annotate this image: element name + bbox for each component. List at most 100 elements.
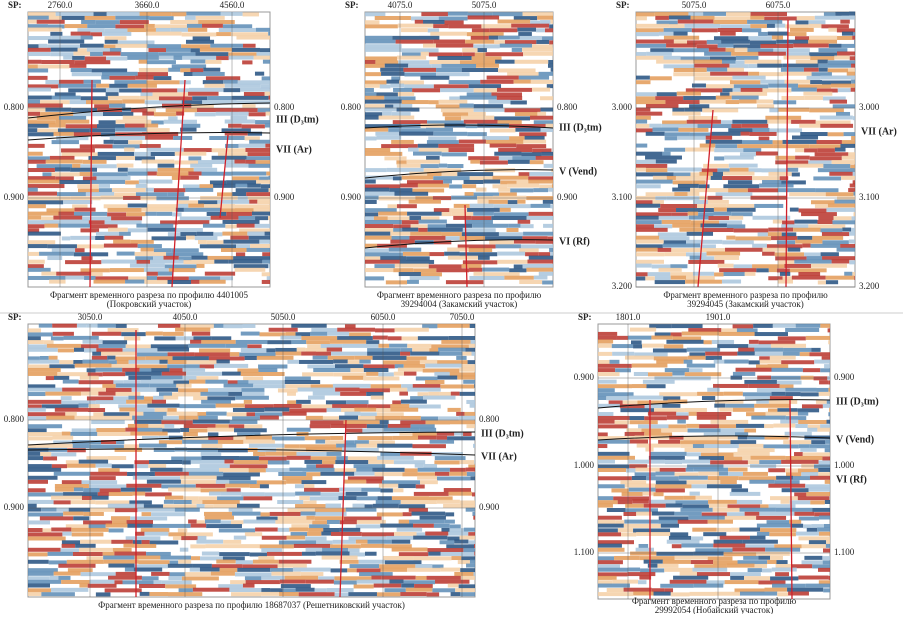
seismic-trace <box>74 252 108 256</box>
seismic-trace <box>168 564 193 568</box>
seismic-trace <box>510 188 533 192</box>
seismic-trace <box>752 244 767 248</box>
seismic-trace <box>515 112 537 116</box>
seismic-trace <box>820 324 830 328</box>
seismic-trace <box>46 376 54 380</box>
seismic-trace <box>386 280 407 284</box>
seismic-trace <box>86 324 97 328</box>
seismic-trace <box>465 220 493 224</box>
seismic-trace <box>155 408 168 412</box>
seismic-trace <box>749 64 757 68</box>
seismic-trace <box>325 504 341 508</box>
seismic-trace <box>232 192 246 196</box>
seismic-trace <box>234 428 267 432</box>
seismic-trace <box>655 276 671 280</box>
seismic-trace <box>497 96 522 100</box>
seismic-trace <box>365 44 402 48</box>
seismic-trace <box>40 452 51 456</box>
seismic-trace <box>435 580 469 584</box>
seismic-trace <box>63 56 72 60</box>
seismic-trace <box>394 372 404 376</box>
seismic-trace <box>778 188 815 192</box>
seismic-trace <box>71 500 96 504</box>
seismic-trace <box>737 448 774 452</box>
seismic-trace <box>519 76 549 80</box>
seismic-trace <box>410 396 423 400</box>
seismic-trace <box>704 340 712 344</box>
seismic-trace <box>676 412 688 416</box>
seismic-trace <box>107 212 126 216</box>
seismic-trace <box>772 568 797 572</box>
seismic-trace <box>71 196 101 200</box>
seismic-trace <box>28 360 59 364</box>
seismic-trace <box>802 404 823 408</box>
seismic-trace <box>750 40 776 44</box>
seismic-trace <box>236 340 268 344</box>
seismic-trace <box>147 204 178 208</box>
seismic-trace <box>644 504 666 508</box>
seismic-trace <box>201 392 229 396</box>
seismic-trace <box>739 100 757 104</box>
seismic-section <box>28 12 270 287</box>
seismic-trace <box>820 424 830 428</box>
seismic-trace <box>146 332 163 336</box>
seismic-trace <box>28 340 44 344</box>
seismic-trace <box>658 520 677 524</box>
seismic-trace <box>657 92 677 96</box>
seismic-trace <box>737 352 754 356</box>
seismic-trace <box>498 68 535 72</box>
seismic-trace <box>63 200 92 204</box>
seismic-trace <box>123 348 158 352</box>
seismic-trace <box>434 372 449 376</box>
seismic-trace <box>346 492 368 496</box>
seismic-trace <box>221 12 243 16</box>
seismic-trace <box>735 236 771 240</box>
seismic-trace <box>238 380 249 384</box>
seismic-trace <box>163 396 178 400</box>
seismic-trace <box>338 496 356 500</box>
seismic-trace <box>685 448 719 452</box>
seismic-trace <box>310 420 343 424</box>
seismic-trace <box>800 352 810 356</box>
seismic-trace <box>190 568 200 572</box>
seismic-trace <box>244 424 262 428</box>
seismic-trace <box>28 264 44 268</box>
seismic-trace <box>373 356 407 360</box>
seismic-trace <box>446 280 483 284</box>
seismic-trace <box>188 156 201 160</box>
seismic-trace <box>365 84 380 88</box>
seismic-trace <box>669 536 691 540</box>
seismic-trace <box>92 332 121 336</box>
seismic-trace <box>539 72 553 76</box>
seismic-trace <box>389 580 403 584</box>
sp-tick-label: 7050.0 <box>450 312 475 322</box>
seismic-trace <box>104 204 128 208</box>
seismic-trace <box>259 456 287 460</box>
seismic-trace <box>101 352 137 356</box>
seismic-trace <box>732 76 765 80</box>
seismic-trace <box>497 260 527 264</box>
seismic-trace <box>801 472 818 476</box>
seismic-trace <box>230 580 246 584</box>
seismic-trace <box>509 268 526 272</box>
seismic-trace <box>165 264 197 268</box>
seismic-trace <box>337 336 373 340</box>
seismic-trace <box>729 64 748 68</box>
seismic-trace <box>798 576 828 580</box>
seismic-trace <box>823 404 830 408</box>
seismic-trace <box>101 76 109 80</box>
seismic-trace <box>392 400 401 404</box>
seismic-trace <box>747 20 782 24</box>
seismic-trace <box>628 336 651 340</box>
seismic-trace <box>331 568 348 572</box>
seismic-trace <box>175 328 210 332</box>
seismic-trace <box>756 552 789 556</box>
seismic-trace <box>238 80 270 84</box>
seismic-trace <box>428 224 446 228</box>
seismic-trace <box>731 440 757 444</box>
seismic-trace <box>709 48 726 52</box>
seismic-trace <box>95 236 104 240</box>
seismic-trace <box>825 500 830 504</box>
seismic-trace <box>65 412 76 416</box>
seismic-trace <box>188 520 197 524</box>
